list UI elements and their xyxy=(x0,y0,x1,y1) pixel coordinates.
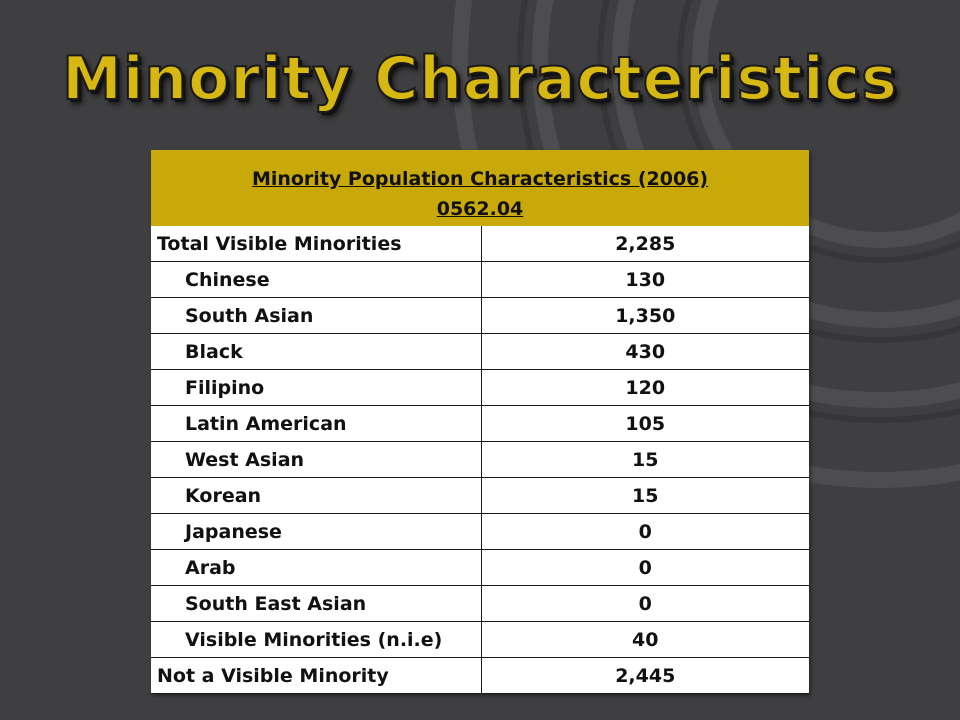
row-label: Latin American xyxy=(151,405,482,442)
table-subtitle: 0562.04 xyxy=(151,192,810,226)
row-value: 2,285 xyxy=(481,226,810,262)
row-label: Filipino xyxy=(151,369,482,406)
row-value: 15 xyxy=(481,477,810,514)
table-row: Total Visible Minorities 2,285 xyxy=(151,226,810,262)
table-row: Black 430 xyxy=(151,333,810,370)
table-row: Visible Minorities (n.i.e) 40 xyxy=(151,621,810,658)
row-label: Chinese xyxy=(151,261,482,298)
table-row: Korean 15 xyxy=(151,477,810,514)
row-value: 1,350 xyxy=(481,297,810,334)
row-label: Japanese xyxy=(151,513,482,550)
table-row: Arab 0 xyxy=(151,549,810,586)
row-label: South East Asian xyxy=(151,585,482,622)
row-value: 130 xyxy=(481,261,810,298)
table-row: Latin American 105 xyxy=(151,405,810,442)
row-value: 2,445 xyxy=(481,657,810,694)
row-label: West Asian xyxy=(151,441,482,478)
table-subtitle-row: 0562.04 xyxy=(151,192,810,226)
table-row: Filipino 120 xyxy=(151,369,810,406)
table-row: West Asian 15 xyxy=(151,441,810,478)
minority-table: Minority Population Characteristics (200… xyxy=(151,150,810,694)
row-label: Korean xyxy=(151,477,482,514)
row-label: Arab xyxy=(151,549,482,586)
row-label: Visible Minorities (n.i.e) xyxy=(151,621,482,658)
row-value: 105 xyxy=(481,405,810,442)
table-title-row: Minority Population Characteristics (200… xyxy=(151,150,810,192)
slide-title: Minority Characteristics xyxy=(61,43,898,115)
row-label: Total Visible Minorities xyxy=(151,226,482,262)
table-row: South East Asian 0 xyxy=(151,585,810,622)
row-label: Not a Visible Minority xyxy=(151,657,482,694)
table-row: Not a Visible Minority 2,445 xyxy=(151,657,810,694)
row-value: 430 xyxy=(481,333,810,370)
table-title: Minority Population Characteristics (200… xyxy=(151,150,810,192)
row-value: 15 xyxy=(481,441,810,478)
row-value: 120 xyxy=(481,369,810,406)
row-value: 40 xyxy=(481,621,810,658)
table-row: Japanese 0 xyxy=(151,513,810,550)
table-row: Chinese 130 xyxy=(151,261,810,298)
table-row: South Asian 1,350 xyxy=(151,297,810,334)
row-value: 0 xyxy=(481,513,810,550)
row-value: 0 xyxy=(481,549,810,586)
row-label: South Asian xyxy=(151,297,482,334)
row-value: 0 xyxy=(481,585,810,622)
row-label: Black xyxy=(151,333,482,370)
